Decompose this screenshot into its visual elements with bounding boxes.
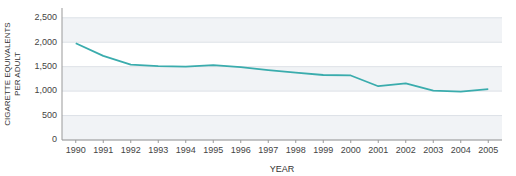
x-axis-label: YEAR [270, 164, 295, 174]
grid-line [62, 115, 502, 116]
chart: 0 500 1,000 1,500 2,000 2,500 1990 1991 1992 1993… [0, 0, 516, 176]
grid-line [62, 17, 502, 18]
x-tick-label: 2001 [368, 145, 388, 155]
grid-line [62, 140, 502, 141]
x-tick-label: 1994 [176, 145, 196, 155]
y-axis [62, 8, 63, 140]
x-tick-label: 2002 [396, 145, 416, 155]
y-tick-label: 1,000 [34, 85, 57, 95]
grid-line [62, 42, 502, 43]
y-tick-label: 500 [42, 110, 57, 120]
grid-band [62, 116, 502, 140]
x-tick-label: 2005 [478, 145, 498, 155]
x-axis [62, 140, 502, 141]
y-tick-label: 2,500 [34, 12, 57, 22]
x-tick-label: 1992 [121, 145, 141, 155]
x-tick-label: 1996 [231, 145, 251, 155]
grid-line [62, 66, 502, 67]
data-line [76, 43, 489, 91]
x-tick-label: 1991 [93, 145, 113, 155]
y-axis-label-line: CIGARETTE EQUIVALENTS [3, 22, 12, 125]
grid-band [62, 67, 502, 91]
y-tick-label: 0 [52, 134, 57, 144]
x-tick-label: 2000 [341, 145, 361, 155]
grid-band [62, 18, 502, 42]
grid-band [62, 91, 502, 115]
y-tick-label: 2,000 [34, 37, 57, 47]
x-tick-label: 2004 [451, 145, 471, 155]
y-tick-label: 1,500 [34, 61, 57, 71]
y-axis-label: CIGARETTE EQUIVALENTSPER ADULT [3, 22, 22, 125]
x-tick-label: 1999 [313, 145, 333, 155]
plot-area [76, 43, 489, 91]
x-tick-label: 1995 [203, 145, 223, 155]
x-tick-label: 1997 [258, 145, 278, 155]
x-tick-label: 1990 [66, 145, 86, 155]
x-tick-label: 1993 [148, 145, 168, 155]
y-axis-label-line: PER ADULT [13, 52, 22, 96]
x-tick-label: 2003 [423, 145, 443, 155]
x-tick-label: 1998 [286, 145, 306, 155]
